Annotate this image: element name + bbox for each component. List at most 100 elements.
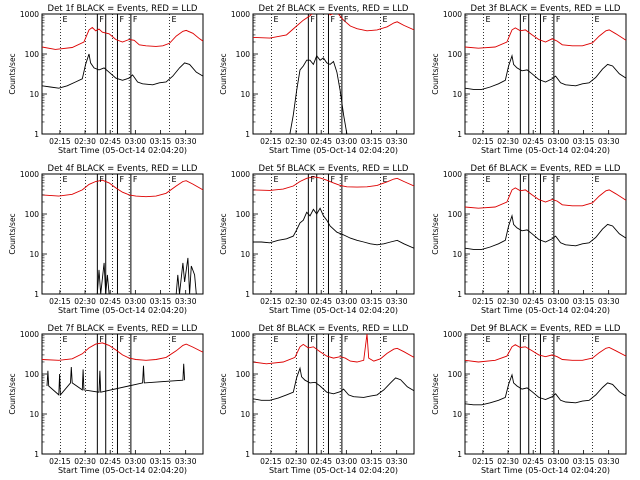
y-tick-label: 1 xyxy=(34,290,39,299)
x-tick-label: 03:00 xyxy=(548,137,570,146)
x-tick-label: 03:30 xyxy=(598,297,620,306)
marker-label: F xyxy=(344,335,349,344)
y-tick-label: 100 xyxy=(236,50,251,59)
events-series-line xyxy=(253,366,414,401)
x-tick-label: 02:30 xyxy=(497,297,519,306)
marker-label: F xyxy=(556,335,561,344)
y-axis-label: Counts/sec xyxy=(431,53,440,94)
plot-area xyxy=(465,14,626,134)
y-tick-label: 100 xyxy=(25,50,40,59)
x-tick-label: 02:45 xyxy=(99,457,121,466)
x-axis-label: Start Time (05-Oct-14 02:04:20) xyxy=(481,466,610,475)
y-tick-label: 100 xyxy=(236,370,251,379)
y-tick-label: 1 xyxy=(34,450,39,459)
marker-label: E xyxy=(382,335,387,344)
x-tick-label: 03:15 xyxy=(150,297,172,306)
x-tick-label: 03:15 xyxy=(361,137,383,146)
marker-label: F xyxy=(119,15,124,24)
x-axis-label: Start Time (05-Oct-14 02:04:20) xyxy=(481,146,610,155)
plot-area xyxy=(465,174,626,294)
y-tick-label: 1000 xyxy=(20,170,39,179)
y-tick-label: 10 xyxy=(240,410,250,419)
y-tick-label: 1 xyxy=(457,450,462,459)
lld-series-line xyxy=(465,344,626,363)
x-tick-label: 02:30 xyxy=(74,297,96,306)
y-tick-label: 10 xyxy=(29,410,39,419)
lld-series-line xyxy=(42,179,203,198)
panel-title: Det 2f BLACK = Events, RED = LLD xyxy=(259,4,409,14)
x-axis-label: Start Time (05-Oct-14 02:04:20) xyxy=(58,146,187,155)
y-tick-label: 100 xyxy=(236,210,251,219)
plot-frame xyxy=(41,13,204,135)
x-tick-label: 03:15 xyxy=(573,137,595,146)
panel-title: Det 9f BLACK = Events, RED = LLD xyxy=(471,324,621,334)
panel-title: Det 5f BLACK = Events, RED = LLD xyxy=(259,164,409,174)
marker-label: F xyxy=(330,335,335,344)
x-tick-label: 03:30 xyxy=(175,137,197,146)
y-tick-label: 10 xyxy=(452,410,462,419)
marker-label: F xyxy=(310,335,315,344)
x-tick-label: 03:30 xyxy=(386,297,408,306)
y-tick-label: 10 xyxy=(240,90,250,99)
marker-label: E xyxy=(594,335,599,344)
y-tick-label: 100 xyxy=(448,370,463,379)
y-axis-label: Counts/sec xyxy=(8,373,17,414)
plot-frame xyxy=(464,333,627,455)
marker-label: F xyxy=(522,175,527,184)
marker-label: E xyxy=(62,175,67,184)
panel-title: Det 3f BLACK = Events, RED = LLD xyxy=(471,4,621,14)
x-tick-label: 02:45 xyxy=(522,457,544,466)
x-tick-label: 02:15 xyxy=(260,137,282,146)
marker-label: E xyxy=(485,15,490,24)
marker-label: F xyxy=(133,175,138,184)
x-tick-label: 03:00 xyxy=(125,137,147,146)
plot-frame xyxy=(464,13,627,135)
y-tick-label: 100 xyxy=(448,210,463,219)
marker-label: F xyxy=(522,15,527,24)
events-series-line xyxy=(289,54,348,134)
marker-label: E xyxy=(382,15,387,24)
lld-series-line xyxy=(253,176,414,191)
lld-series-line xyxy=(42,26,203,50)
y-tick-label: 1 xyxy=(457,290,462,299)
marker-label: F xyxy=(99,335,104,344)
y-tick-label: 1000 xyxy=(443,170,462,179)
y-axis-label: Counts/sec xyxy=(8,53,17,94)
plot-area xyxy=(253,174,414,294)
marker-label: F xyxy=(556,15,561,24)
lld-series-line xyxy=(465,187,626,209)
x-tick-label: 02:45 xyxy=(310,297,332,306)
marker-label: F xyxy=(344,175,349,184)
marker-label: F xyxy=(542,15,547,24)
x-tick-label: 03:00 xyxy=(336,137,358,146)
plot-frame xyxy=(252,333,415,455)
x-tick-label: 03:30 xyxy=(386,457,408,466)
panel-title: Det 7f BLACK = Events, RED = LLD xyxy=(48,324,198,334)
y-axis-label: Counts/sec xyxy=(8,213,17,254)
marker-label: F xyxy=(99,15,104,24)
x-tick-label: 02:15 xyxy=(260,457,282,466)
y-tick-label: 100 xyxy=(25,370,40,379)
y-tick-label: 1000 xyxy=(443,330,462,339)
marker-label: F xyxy=(99,175,104,184)
x-tick-label: 03:00 xyxy=(548,297,570,306)
x-tick-label: 02:30 xyxy=(285,137,307,146)
plot-frame xyxy=(41,333,204,455)
y-axis-label: Counts/sec xyxy=(219,53,228,94)
y-tick-label: 10 xyxy=(240,250,250,259)
events-series-line xyxy=(465,54,626,90)
y-tick-label: 10 xyxy=(452,250,462,259)
y-tick-label: 10 xyxy=(29,90,39,99)
marker-label: E xyxy=(171,335,176,344)
y-tick-label: 1 xyxy=(245,450,250,459)
marker-label: E xyxy=(485,335,490,344)
panel-title: Det 1f BLACK = Events, RED = LLD xyxy=(48,4,198,14)
x-tick-label: 02:30 xyxy=(74,457,96,466)
x-tick-label: 03:00 xyxy=(336,457,358,466)
plot-area xyxy=(253,14,414,134)
marker-label: E xyxy=(62,15,67,24)
y-tick-label: 10 xyxy=(452,90,462,99)
